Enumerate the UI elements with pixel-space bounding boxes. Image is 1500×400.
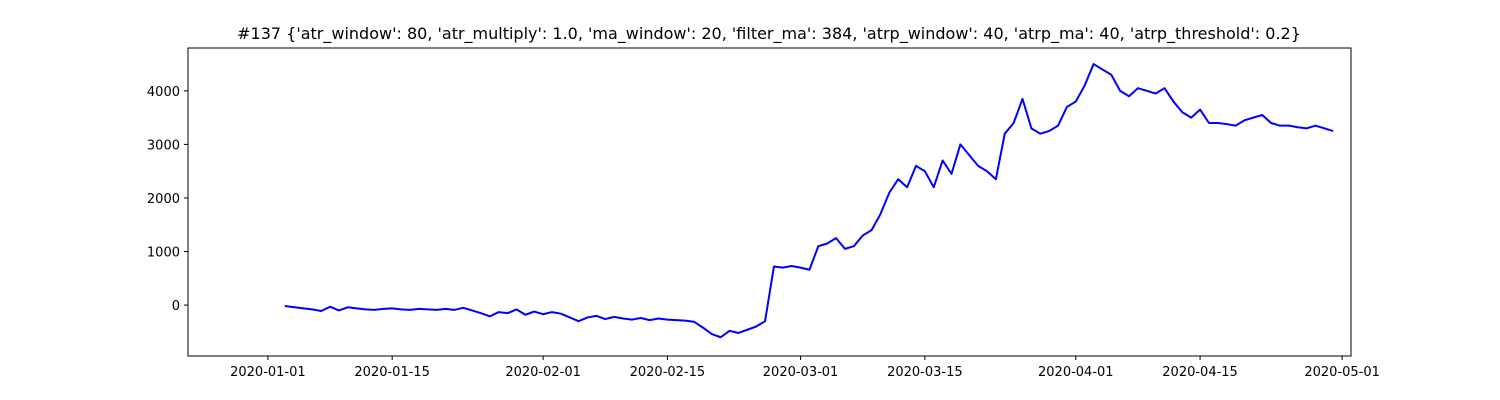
x-tick-label: 2020-01-01 [230,365,306,380]
y-axis: 0 1000 2000 3000 4000 [147,85,188,314]
series-line-0 [284,63,1334,339]
x-tick-label: 2020-05-01 [1304,365,1380,380]
y-tick-label: 1000 [147,246,180,261]
x-axis: 2020-01-01 2020-01-15 2020-02-01 2020-02-15… [230,356,1380,380]
x-tick-label: 2020-01-15 [354,365,430,380]
y-tick-label: 2000 [147,192,180,207]
plot-area-frame [187,47,1352,357]
chart-title: #137 {'atr_window': 80, 'atr_multiply': … [237,24,1301,44]
y-tick-label: 4000 [147,85,180,100]
x-tick-label: 2020-04-15 [1162,365,1238,380]
x-tick-label: 2020-04-01 [1038,365,1114,380]
series-layer [284,63,1334,339]
y-tick-label: 0 [172,299,180,314]
x-tick-label: 2020-02-01 [505,365,581,380]
y-tick-label: 3000 [147,138,180,153]
x-tick-label: 2020-03-01 [763,365,839,380]
x-tick-label: 2020-03-15 [887,365,963,380]
x-tick-label: 2020-02-15 [630,365,706,380]
